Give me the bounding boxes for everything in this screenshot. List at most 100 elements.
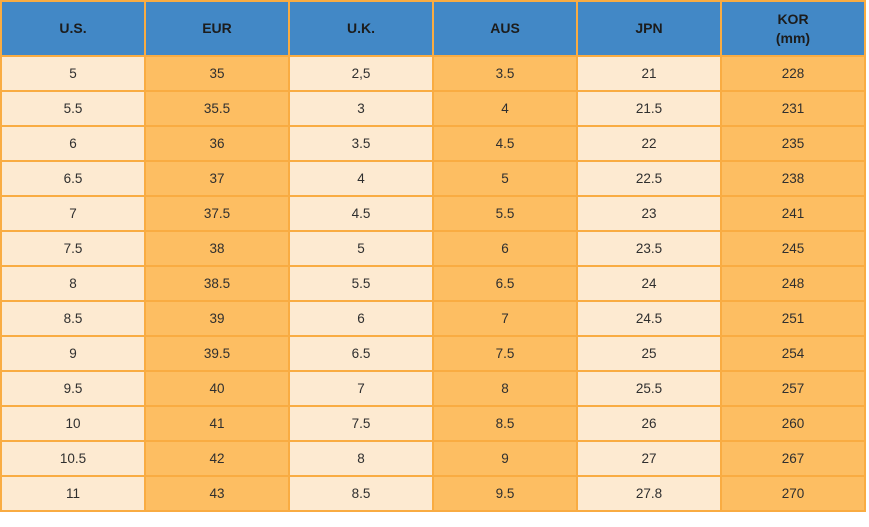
table-cell: 238 xyxy=(720,160,866,197)
table-row: 10 41 7.5 8.5 26 260 xyxy=(0,405,866,442)
table-cell: 8.5 xyxy=(288,475,434,512)
header-label: KOR xyxy=(777,10,809,27)
table-cell: 9 xyxy=(432,440,578,477)
table-cell: 8 xyxy=(0,265,146,302)
table-cell: 5.5 xyxy=(0,90,146,127)
table-cell: 10 xyxy=(0,405,146,442)
header-cell-us: U.S. xyxy=(0,0,146,57)
table-cell: 8 xyxy=(288,440,434,477)
table-cell: 3 xyxy=(288,90,434,127)
table-body: 5 35 2,5 3.5 21 228 5.5 35.5 3 4 21.5 231 6 36 3.5 4.5 2… xyxy=(0,55,866,512)
table-cell: 5 xyxy=(288,230,434,267)
table-cell: 10.5 xyxy=(0,440,146,477)
table-cell: 11 xyxy=(0,475,146,512)
table-cell: 5.5 xyxy=(432,195,578,232)
table-cell: 5.5 xyxy=(288,265,434,302)
table-cell: 3.5 xyxy=(432,55,578,92)
table-cell: 40 xyxy=(144,370,290,407)
table-cell: 22 xyxy=(576,125,722,162)
table-cell: 8.5 xyxy=(0,300,146,337)
table-cell: 21.5 xyxy=(576,90,722,127)
table-cell: 6 xyxy=(0,125,146,162)
table-cell: 38.5 xyxy=(144,265,290,302)
table-cell: 235 xyxy=(720,125,866,162)
table-cell: 35.5 xyxy=(144,90,290,127)
table-row: 9.5 40 7 8 25.5 257 xyxy=(0,370,866,407)
table-header: U.S. EUR U.K. AUS JPN KOR (mm) xyxy=(0,0,866,57)
table-cell: 6.5 xyxy=(288,335,434,372)
table-row: 7.5 38 5 6 23.5 245 xyxy=(0,230,866,267)
shoe-size-conversion-table: U.S. EUR U.K. AUS JPN KOR (mm) xyxy=(0,0,866,512)
table-cell: 241 xyxy=(720,195,866,232)
table-cell: 5 xyxy=(0,55,146,92)
table-cell: 245 xyxy=(720,230,866,267)
table-cell: 7.5 xyxy=(288,405,434,442)
table-row: 8 38.5 5.5 6.5 24 248 xyxy=(0,265,866,302)
table-cell: 228 xyxy=(720,55,866,92)
table-cell: 24.5 xyxy=(576,300,722,337)
table-row: 5.5 35.5 3 4 21.5 231 xyxy=(0,90,866,127)
table-cell: 23 xyxy=(576,195,722,232)
table-row: 6.5 37 4 5 22.5 238 xyxy=(0,160,866,197)
table-cell: 23.5 xyxy=(576,230,722,267)
table-cell: 248 xyxy=(720,265,866,302)
table-cell: 5 xyxy=(432,160,578,197)
table-cell: 267 xyxy=(720,440,866,477)
table-cell: 4.5 xyxy=(288,195,434,232)
table-cell: 260 xyxy=(720,405,866,442)
table-cell: 37.5 xyxy=(144,195,290,232)
table-row: 8.5 39 6 7 24.5 251 xyxy=(0,300,866,337)
table-cell: 27 xyxy=(576,440,722,477)
table-cell: 3.5 xyxy=(288,125,434,162)
table-cell: 7 xyxy=(288,370,434,407)
table-cell: 43 xyxy=(144,475,290,512)
table-cell: 9 xyxy=(0,335,146,372)
header-label: JPN xyxy=(635,20,663,37)
table-cell: 231 xyxy=(720,90,866,127)
table-cell: 251 xyxy=(720,300,866,337)
table-row: 9 39.5 6.5 7.5 25 254 xyxy=(0,335,866,372)
table-cell: 25 xyxy=(576,335,722,372)
table-cell: 7 xyxy=(0,195,146,232)
table-cell: 26 xyxy=(576,405,722,442)
table-row: 10.5 42 8 9 27 267 xyxy=(0,440,866,477)
table-cell: 22.5 xyxy=(576,160,722,197)
table-cell: 6.5 xyxy=(432,265,578,302)
table-cell: 42 xyxy=(144,440,290,477)
table-cell: 6 xyxy=(288,300,434,337)
table-cell: 35 xyxy=(144,55,290,92)
header-sublabel: (mm) xyxy=(775,29,811,46)
table-cell: 36 xyxy=(144,125,290,162)
header-label: EUR xyxy=(202,20,232,37)
table-cell: 24 xyxy=(576,265,722,302)
header-cell-aus: AUS xyxy=(432,0,578,57)
table-row: 11 43 8.5 9.5 27.8 270 xyxy=(0,475,866,512)
table-cell: 38 xyxy=(144,230,290,267)
table-cell: 6.5 xyxy=(0,160,146,197)
table-cell: 39 xyxy=(144,300,290,337)
table-cell: 254 xyxy=(720,335,866,372)
table-cell: 21 xyxy=(576,55,722,92)
table-cell: 37 xyxy=(144,160,290,197)
table-row: 5 35 2,5 3.5 21 228 xyxy=(0,55,866,92)
table-cell: 2,5 xyxy=(288,55,434,92)
header-cell-uk: U.K. xyxy=(288,0,434,57)
table-cell: 257 xyxy=(720,370,866,407)
table-cell: 7 xyxy=(432,300,578,337)
table-row: 7 37.5 4.5 5.5 23 241 xyxy=(0,195,866,232)
table-cell: 9.5 xyxy=(432,475,578,512)
table-cell: 8.5 xyxy=(432,405,578,442)
header-cell-kor: KOR (mm) xyxy=(720,0,866,57)
table-row: 6 36 3.5 4.5 22 235 xyxy=(0,125,866,162)
header-label: U.K. xyxy=(347,20,375,37)
table-cell: 7.5 xyxy=(432,335,578,372)
table-cell: 9.5 xyxy=(0,370,146,407)
table-cell: 270 xyxy=(720,475,866,512)
table-cell: 41 xyxy=(144,405,290,442)
header-label: U.S. xyxy=(59,20,87,37)
table-cell: 6 xyxy=(432,230,578,267)
table-cell: 39.5 xyxy=(144,335,290,372)
header-cell-eur: EUR xyxy=(144,0,290,57)
table-cell: 4.5 xyxy=(432,125,578,162)
table-cell: 25.5 xyxy=(576,370,722,407)
